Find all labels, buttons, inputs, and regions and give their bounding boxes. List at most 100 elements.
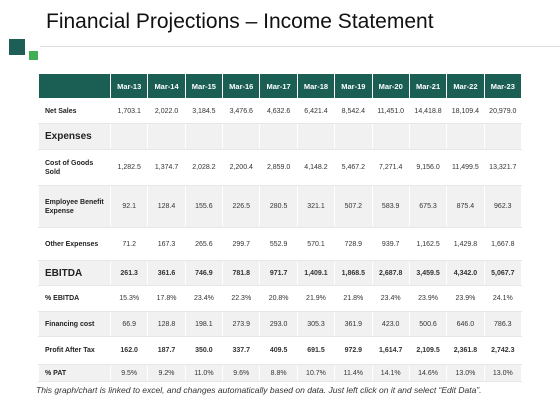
table-cell: 66.9 — [109, 311, 149, 337]
table-cell: 155.6 — [184, 185, 224, 228]
decor-square-dark — [9, 39, 25, 55]
table-cell: 14.1% — [371, 364, 410, 382]
row-label: Employee Benefit Expense — [38, 185, 111, 228]
table-cell: 3,476.6 — [222, 98, 261, 124]
table-cell — [334, 123, 373, 150]
table-cell: 7,271.4 — [371, 149, 410, 186]
title-divider — [40, 46, 560, 47]
table-cell: 162.0 — [109, 336, 149, 365]
table-cell: 18,109.4 — [446, 98, 485, 124]
row-label: Financing cost — [38, 311, 111, 337]
table-row-employee: Employee Benefit Expense 92.1 128.4 155.6 22… — [38, 185, 523, 228]
table-cell: 13.0% — [483, 364, 523, 382]
table-cell: 71.2 — [109, 227, 149, 261]
column-header: Mar-13 — [109, 73, 149, 99]
table-cell: 273.9 — [222, 311, 261, 337]
table-cell: 2,022.0 — [147, 98, 186, 124]
table-cell: 1,703.1 — [109, 98, 149, 124]
table-cell: 15.3% — [109, 285, 149, 312]
table-row-financing: Financing cost 66.9 128.8 198.1 273.9 293.0 30… — [38, 311, 523, 337]
table-cell — [483, 123, 523, 150]
table-cell: 1,868.5 — [334, 260, 373, 286]
table-cell — [296, 123, 336, 150]
table-cell: 2,200.4 — [222, 149, 261, 186]
column-header: Mar-18 — [296, 73, 336, 99]
table-cell: 14,418.8 — [408, 98, 448, 124]
table-cell: 21.8% — [334, 285, 373, 312]
table-cell: 14.6% — [408, 364, 448, 382]
table-cell: 409.5 — [259, 336, 298, 365]
row-label: Net Sales — [38, 98, 111, 124]
table-cell: 265.6 — [184, 227, 224, 261]
table-cell: 361.6 — [147, 260, 186, 286]
table-cell: 261.3 — [109, 260, 149, 286]
table-cell: 9.6% — [222, 364, 261, 382]
table-cell: 675.3 — [408, 185, 448, 228]
decor-square-green — [29, 51, 38, 60]
table-cell: 875.4 — [446, 185, 485, 228]
table-row-pat: Profit After Tax 162.0 187.7 350.0 337.7 409.… — [38, 336, 523, 365]
table-cell: 9.5% — [109, 364, 149, 382]
table-row-other: Other Expenses 71.2 167.3 265.6 299.7 552.9 57… — [38, 227, 523, 261]
column-header: Mar-19 — [334, 73, 373, 99]
table-cell: 1,667.8 — [483, 227, 523, 261]
row-label: Profit After Tax — [38, 336, 111, 365]
table-cell: 92.1 — [109, 185, 149, 228]
table-cell: 2,742.3 — [483, 336, 523, 365]
table-cell: 9,156.0 — [408, 149, 448, 186]
row-label: EBITDA — [38, 260, 111, 286]
table-row-pct-pat: % PAT 9.5% 9.2% 11.0% 9.6% 8.8% 10.7% 11.4% 14.1… — [38, 364, 523, 382]
table-cell: 962.3 — [483, 185, 523, 228]
header-corner — [38, 73, 111, 99]
table-cell: 1,614.7 — [371, 336, 410, 365]
table-cell: 361.9 — [334, 311, 373, 337]
table-cell: 20,979.0 — [483, 98, 523, 124]
table-cell — [184, 123, 224, 150]
column-header: Mar-15 — [184, 73, 224, 99]
table-cell: 583.9 — [371, 185, 410, 228]
table-cell: 11,499.5 — [446, 149, 485, 186]
table-cell: 9.2% — [147, 364, 186, 382]
column-header: Mar-14 — [147, 73, 186, 99]
table-cell — [259, 123, 298, 150]
table-cell: 293.0 — [259, 311, 298, 337]
table-cell: 226.5 — [222, 185, 261, 228]
table-cell: 2,109.5 — [408, 336, 448, 365]
table-cell: 21.9% — [296, 285, 336, 312]
header-row: Mar-13 Mar-14 Mar-15 Mar-16 Mar-17 Mar-18 Mar-… — [38, 73, 523, 99]
table-cell: 507.2 — [334, 185, 373, 228]
table-cell: 23.4% — [371, 285, 410, 312]
slide-title: Financial Projections – Income Statement — [46, 10, 434, 33]
table-cell: 23.4% — [184, 285, 224, 312]
table-cell: 552.9 — [259, 227, 298, 261]
table-cell: 6,421.4 — [296, 98, 336, 124]
row-label: Expenses — [38, 123, 111, 150]
table-cell — [222, 123, 261, 150]
table-cell: 570.1 — [296, 227, 336, 261]
table-cell: 4,632.6 — [259, 98, 298, 124]
table-cell: 280.5 — [259, 185, 298, 228]
table-cell: 23.9% — [408, 285, 448, 312]
table-cell — [147, 123, 186, 150]
table-cell: 423.0 — [371, 311, 410, 337]
column-header: Mar-16 — [222, 73, 261, 99]
table-cell: 939.7 — [371, 227, 410, 261]
table-cell: 971.7 — [259, 260, 298, 286]
table-cell: 3,184.5 — [184, 98, 224, 124]
table-cell: 2,859.0 — [259, 149, 298, 186]
table-row-cogs: Cost of Goods Sold 1,282.5 1,374.7 2,028.2 2… — [38, 149, 523, 186]
column-header: Mar-22 — [446, 73, 485, 99]
table-cell: 1,429.8 — [446, 227, 485, 261]
table-cell: 17.8% — [147, 285, 186, 312]
table-cell — [446, 123, 485, 150]
table-cell: 167.3 — [147, 227, 186, 261]
table-cell — [109, 123, 149, 150]
table-cell: 321.1 — [296, 185, 336, 228]
table-cell: 1,409.1 — [296, 260, 336, 286]
table-cell: 23.9% — [446, 285, 485, 312]
table-cell: 299.7 — [222, 227, 261, 261]
table-cell: 13.0% — [446, 364, 485, 382]
table-cell: 11.4% — [334, 364, 373, 382]
table-cell: 2,687.8 — [371, 260, 410, 286]
table-row-net-sales: Net Sales 1,703.1 2,022.0 3,184.5 3,476.6 4,6… — [38, 98, 523, 124]
